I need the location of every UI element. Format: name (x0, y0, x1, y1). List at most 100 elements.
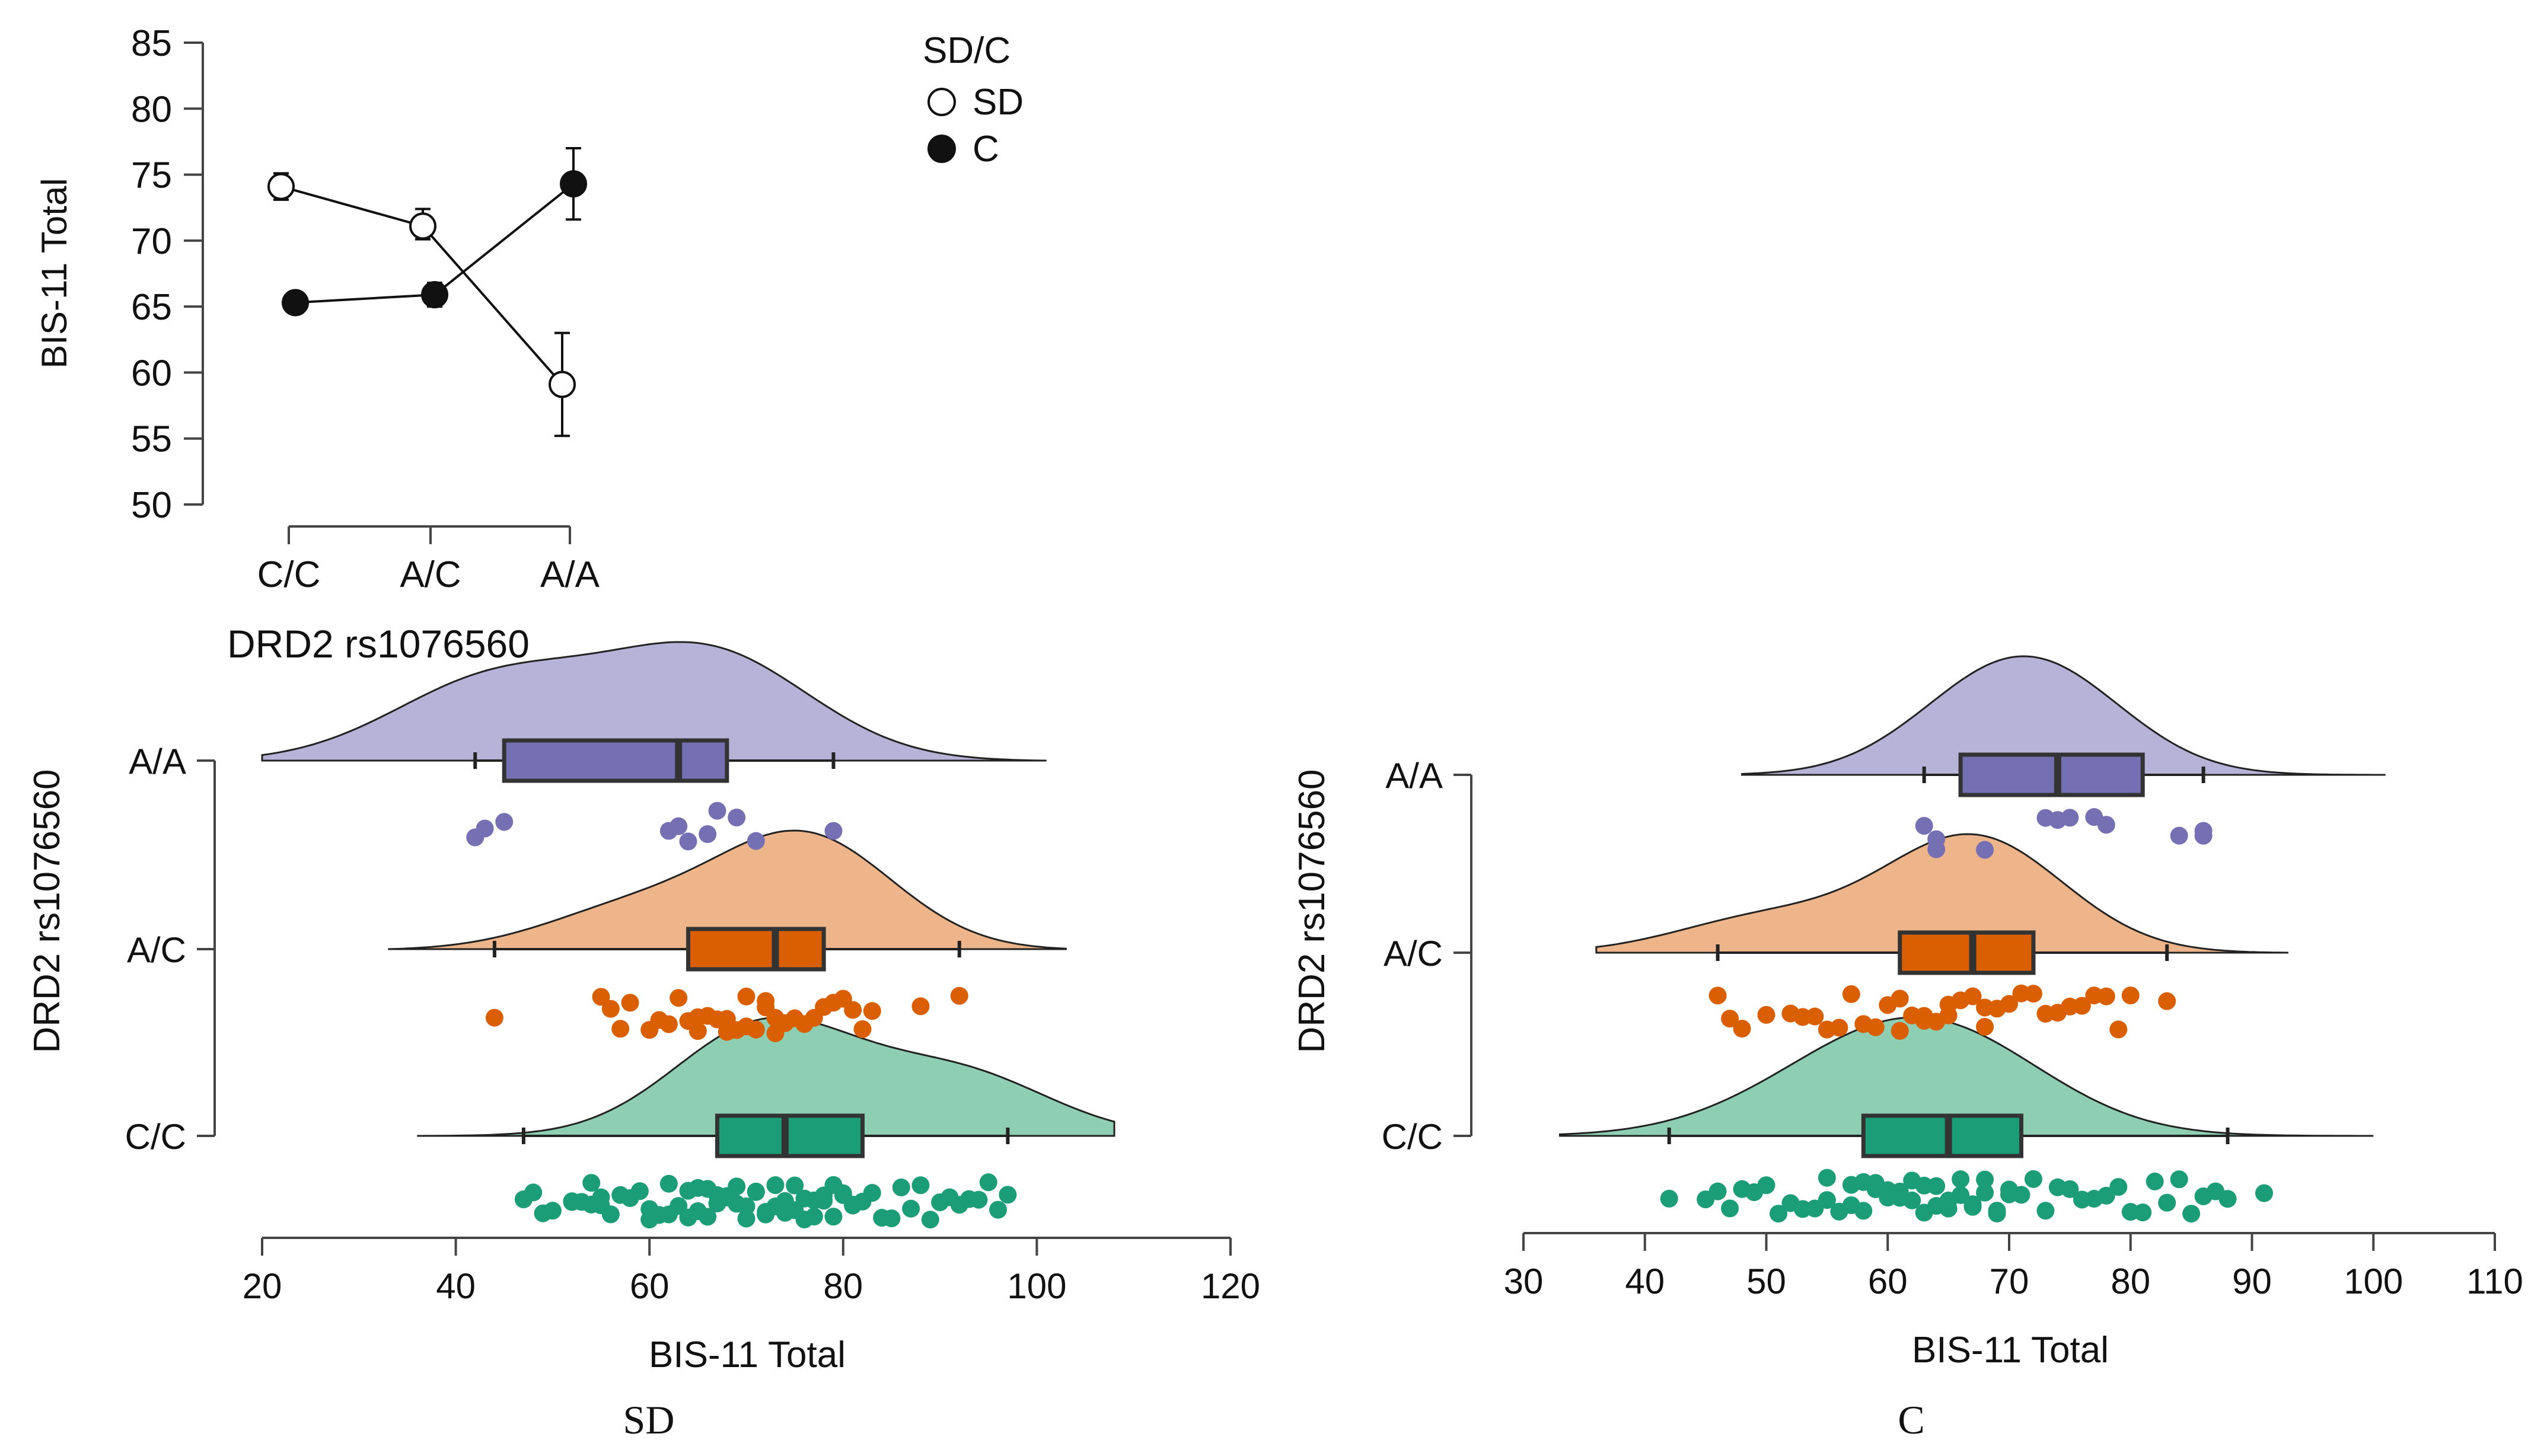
rain-point (1891, 989, 1909, 1008)
rain-point (728, 809, 746, 827)
rc-x-tick-label: 30 (1504, 1262, 1544, 1301)
rain-point (1963, 987, 1982, 1005)
rain-point (1915, 817, 1933, 835)
line-y-ticks: 50 55 60 65 70 75 80 85 (131, 23, 203, 526)
box (1861, 1113, 2023, 1158)
rc-x-tick-label: 60 (1868, 1262, 1908, 1301)
box (1958, 752, 2145, 797)
rain-point (1976, 1170, 1994, 1189)
rain-point (757, 992, 775, 1010)
rain-point (1903, 1191, 1921, 1209)
sd-panel-label: SD (623, 1397, 675, 1442)
rain-point (2146, 1172, 2164, 1190)
rain-point (679, 832, 697, 851)
rain-point (2109, 1178, 2128, 1196)
legend-marker-sd (927, 88, 956, 116)
rain-point (853, 1020, 872, 1039)
rain-point (1976, 1183, 1994, 1202)
rc-x-tick-label: 110 (2466, 1262, 2523, 1301)
rain-point (747, 1183, 765, 1201)
rc-y-tick-label: A/A (129, 742, 186, 781)
rain-point (524, 1183, 543, 1202)
rain-point (1952, 1186, 1970, 1204)
rain-point (979, 1173, 997, 1192)
rain-point (2061, 1180, 2079, 1198)
line-y-tick-label: 70 (131, 221, 172, 262)
rain-point (824, 822, 843, 840)
rain-point (824, 1208, 843, 1226)
data-point-c (560, 170, 587, 198)
rain-point (2158, 1193, 2176, 1212)
line-y-label: BIS-11 Total (34, 178, 74, 368)
rain-point (1660, 1189, 1678, 1208)
c-panel-label: C (1898, 1397, 1924, 1442)
line-x-label: DRD2 rs1076560 (227, 622, 530, 666)
line-x-ticks: C/C A/C A/A (257, 525, 600, 595)
rain-point (611, 1020, 630, 1038)
rain-point (2024, 985, 2042, 1003)
line-y-tick-label: 60 (131, 353, 172, 394)
sd-x-label: BIS-11 Total (649, 1334, 846, 1375)
line-x-tick-label: A/A (540, 554, 600, 595)
rain-point (2097, 816, 2115, 834)
rain-point (1952, 1170, 1970, 1189)
rain-point (582, 1174, 601, 1192)
rc-x-tick-label: 20 (243, 1266, 282, 1306)
line-y-tick-label: 75 (131, 155, 172, 196)
rain-point (1866, 1018, 1885, 1036)
rain-point (815, 1192, 833, 1210)
rain-point (1976, 841, 1994, 859)
rain-point (2012, 1186, 2030, 1204)
legend-title: SD/C (923, 30, 1010, 71)
legend-marker-c (927, 135, 956, 163)
rc-x-tick-label: 100 (1007, 1266, 1066, 1306)
rain-point (1927, 1177, 1946, 1195)
rain-point (892, 1178, 910, 1196)
rain-point (863, 1184, 881, 1202)
rain-point (1963, 1195, 1982, 1214)
box (502, 738, 729, 783)
rain-point (2036, 1202, 2055, 1220)
rain-point (2024, 1170, 2042, 1188)
legend-label-c: C (973, 129, 999, 170)
rain-point (2134, 1203, 2152, 1222)
data-point-sd (267, 173, 295, 200)
rc-x-tick-label: 100 (2344, 1262, 2403, 1301)
rain-point (747, 1020, 765, 1039)
raincloud-sd-plot: 20 40 60 80 100 120 C/C A/C A/A (125, 641, 1260, 1306)
legend-label-sd: SD (973, 82, 1024, 123)
rain-point (1757, 1005, 1775, 1024)
rain-point (1830, 1018, 1848, 1037)
rain-point (1891, 1021, 1909, 1040)
rc-y-tick-label: C/C (125, 1117, 186, 1157)
rain-point (863, 1002, 881, 1020)
rain-point (737, 987, 756, 1005)
box (686, 927, 826, 972)
rain-point (592, 988, 610, 1006)
rain-point (1818, 1168, 1836, 1187)
rain-point (1733, 1020, 1751, 1038)
rain-point (670, 989, 688, 1007)
rain-point (737, 1197, 756, 1215)
rain-point (601, 1000, 620, 1018)
line-x-tick-label: A/C (400, 554, 461, 595)
rain-point (844, 1001, 862, 1019)
rain-point (911, 997, 930, 1016)
data-point-c (282, 289, 309, 317)
box (715, 1113, 865, 1158)
rain-point (1757, 1176, 1775, 1195)
rain-point (688, 1022, 707, 1040)
data-point-sd (549, 371, 576, 398)
rain-point (1721, 1010, 1739, 1028)
rc-x-tick-label: 70 (1990, 1262, 2029, 1301)
rc-x-tick-label: 120 (1201, 1266, 1260, 1306)
rain-point (1818, 1191, 1836, 1209)
rain-point (630, 1182, 649, 1200)
rain-point (659, 1015, 678, 1033)
rain-point (737, 1209, 756, 1228)
rain-point (2097, 987, 2115, 1005)
line-x-tick-label: C/C (257, 554, 321, 595)
rain-point (786, 1176, 804, 1195)
density-cloud (1741, 655, 2386, 776)
